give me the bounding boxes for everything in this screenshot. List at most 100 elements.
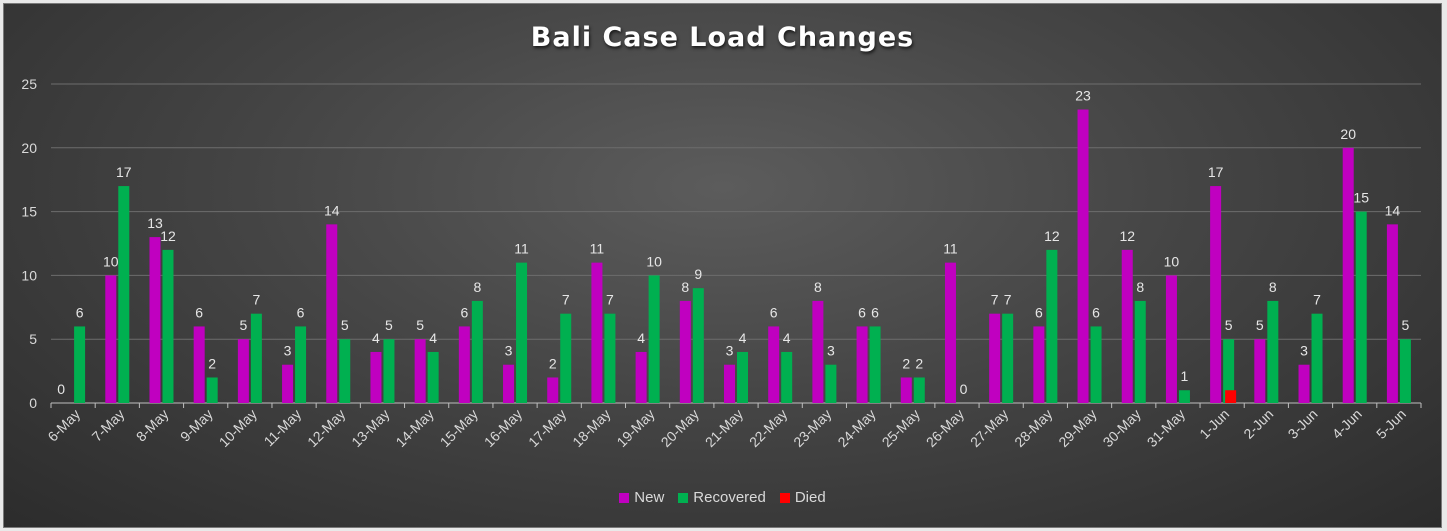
data-label: 15	[1353, 190, 1369, 206]
bar-new	[591, 262, 603, 403]
bar-recovered	[1267, 300, 1279, 403]
legend: New Recovered Died	[4, 489, 1441, 506]
x-tick-label: 21-May	[702, 406, 746, 450]
bar-new	[679, 300, 691, 403]
x-tick-label: 29-May	[1055, 406, 1099, 450]
x-tick-label: 11-May	[261, 406, 305, 450]
bar-new	[370, 351, 382, 403]
bar-recovered	[781, 351, 793, 403]
data-label: 17	[1208, 164, 1224, 180]
bar-new	[105, 275, 117, 403]
bar-new	[282, 364, 294, 403]
bar-new	[1077, 109, 1089, 404]
x-tick-label: 8-May	[133, 406, 172, 445]
legend-swatch	[779, 492, 790, 503]
data-label: 2	[915, 355, 923, 371]
data-label: 5	[1225, 317, 1233, 333]
data-label: 3	[827, 343, 835, 359]
bar-new	[989, 313, 1001, 403]
legend-label: Recovered	[693, 489, 766, 506]
x-tick-label: 20-May	[658, 406, 702, 450]
data-label: 4	[429, 330, 437, 346]
bar-new	[1210, 186, 1222, 403]
bar-new	[1298, 364, 1310, 403]
data-label: 2	[549, 355, 557, 371]
bar-recovered	[737, 351, 748, 403]
bar-recovered	[74, 326, 86, 403]
x-tick-label: 26-May	[923, 406, 967, 450]
data-label: 5	[416, 317, 424, 333]
y-tick-label: 15	[21, 204, 37, 220]
legend-label: New	[634, 489, 665, 506]
bar-new	[1254, 339, 1266, 403]
data-label: 7	[606, 292, 614, 308]
data-label: 7	[252, 292, 260, 308]
y-tick-label: 20	[21, 140, 37, 156]
bar-recovered	[1223, 339, 1235, 403]
bar-recovered	[118, 186, 130, 403]
bar-recovered	[913, 377, 925, 403]
x-tick-label: 22-May	[746, 406, 790, 450]
bar-new	[1342, 147, 1354, 403]
y-tick-label: 10	[21, 267, 37, 283]
legend-item-died: Died	[779, 489, 826, 506]
data-label: 5	[385, 317, 393, 333]
data-label: 12	[1044, 228, 1060, 244]
x-tick-label: 24-May	[834, 406, 878, 450]
bar-new	[458, 326, 470, 403]
data-label: 1	[1181, 368, 1189, 384]
chart-area: Bali Case Load Changes 0 5 10 15 20 25 0 6 6-May…	[3, 3, 1442, 528]
x-tick-label: 3-Jun	[1285, 406, 1321, 442]
x-tick-label: 6-May	[44, 406, 83, 445]
data-label: 4	[739, 330, 747, 346]
bar-recovered	[206, 377, 218, 403]
bar-recovered	[1311, 313, 1323, 403]
x-tick-label: 23-May	[790, 406, 834, 450]
data-label: 10	[103, 253, 119, 269]
data-label: 4	[637, 330, 645, 346]
x-tick-label: 10-May	[216, 406, 260, 450]
data-label: 14	[324, 202, 340, 218]
data-label: 17	[116, 164, 132, 180]
bar-new	[812, 300, 824, 403]
data-label: 0	[960, 381, 968, 397]
data-label: 10	[1164, 253, 1180, 269]
bar-new	[768, 326, 780, 403]
y-tick-label: 5	[29, 331, 37, 347]
data-label: 6	[858, 304, 866, 320]
data-label: 9	[694, 266, 702, 282]
bar-recovered	[869, 326, 881, 403]
data-label: 5	[239, 317, 247, 333]
data-label: 3	[726, 343, 734, 359]
data-label: 12	[1119, 228, 1135, 244]
x-tick-label: 5-Jun	[1373, 406, 1409, 442]
bar-recovered	[339, 339, 351, 403]
bar-recovered	[427, 351, 439, 403]
x-tick-label: 31-May	[1144, 406, 1188, 450]
bar-recovered	[560, 313, 572, 403]
data-label: 11	[590, 241, 605, 257]
bar-new	[326, 224, 338, 403]
data-label: 8	[814, 279, 822, 295]
bar-new	[1121, 249, 1133, 403]
bar-recovered	[1399, 339, 1411, 403]
data-label: 3	[284, 343, 292, 359]
x-tick-label: 25-May	[879, 406, 923, 450]
data-label: 20	[1340, 126, 1356, 142]
chart-title: Bali Case Load Changes	[530, 22, 915, 53]
data-label: 6	[460, 304, 468, 320]
data-label: 5	[1402, 317, 1410, 333]
data-label: 2	[208, 355, 216, 371]
legend-label: Died	[794, 489, 826, 506]
data-label: 6	[770, 304, 778, 320]
x-tick-label: 30-May	[1100, 406, 1144, 450]
bar-recovered	[1178, 390, 1190, 403]
legend-swatch	[619, 492, 630, 503]
data-label: 23	[1075, 88, 1091, 104]
data-label: 11	[514, 241, 529, 257]
data-label: 8	[1269, 279, 1277, 295]
data-label: 6	[76, 304, 84, 320]
data-label: 6	[1035, 304, 1043, 320]
legend-item-recovered: Recovered	[678, 489, 766, 506]
bar-new	[149, 237, 161, 403]
